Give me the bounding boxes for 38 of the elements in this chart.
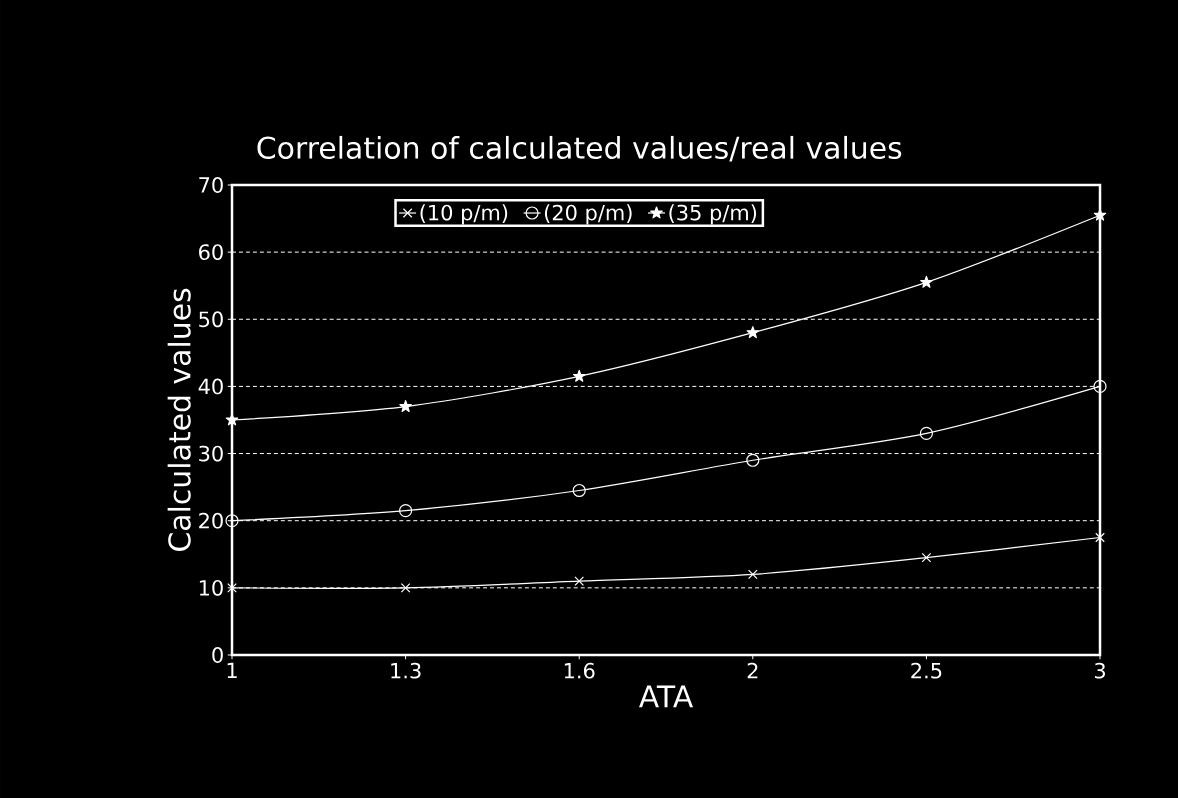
point xyxy=(1095,532,1105,543)
y-tick-label: 20 xyxy=(199,512,223,529)
point xyxy=(399,399,412,412)
point xyxy=(746,326,760,339)
point xyxy=(227,583,237,593)
y-tick-label: 50 xyxy=(199,311,223,328)
point xyxy=(572,369,586,382)
point xyxy=(400,583,411,593)
point xyxy=(1093,208,1107,221)
point xyxy=(920,275,933,288)
y-tick-label: 60 xyxy=(199,244,223,261)
point xyxy=(921,552,932,563)
point xyxy=(574,576,585,586)
legend-label: (10 p/m) xyxy=(420,204,508,225)
x-tick-label: 3 xyxy=(1094,662,1105,679)
y-axis-title: Calculated values xyxy=(167,288,191,551)
legend-label: (35 p/m) xyxy=(669,204,757,225)
point xyxy=(919,426,933,440)
x-tick-label: 1.6 xyxy=(564,662,595,679)
point xyxy=(746,453,760,467)
x-tick-label: 1.3 xyxy=(391,662,421,679)
legend-label: (20 p/m) xyxy=(544,204,632,225)
point xyxy=(572,483,586,498)
y-tick-label: 30 xyxy=(199,445,223,462)
point xyxy=(1093,379,1107,393)
point xyxy=(225,413,239,426)
chart-title: Correlation of calculated values/real values xyxy=(257,135,902,162)
x-tick-label: 2 xyxy=(747,662,758,679)
point xyxy=(747,569,758,580)
y-tick-label: 10 xyxy=(199,579,223,596)
point xyxy=(399,504,413,518)
x-tick-label: 1 xyxy=(227,662,237,679)
y-tick-label: 40 xyxy=(198,378,223,395)
y-tick-label: 0 xyxy=(212,647,223,663)
point xyxy=(225,514,239,528)
y-tick-label: 70 xyxy=(199,177,223,193)
x-axis-title: ATA xyxy=(638,685,694,708)
x-tick-label: 2.5 xyxy=(911,662,942,679)
